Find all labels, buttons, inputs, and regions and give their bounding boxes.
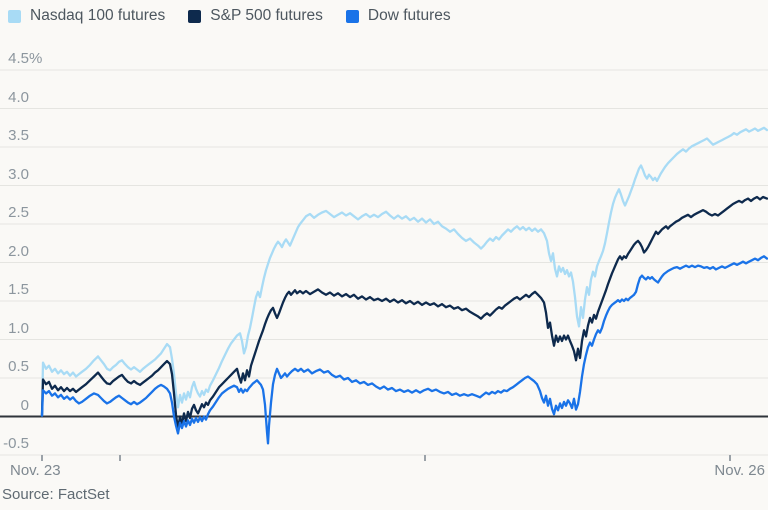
series-line-s-p-500-futures [40,195,768,430]
legend-item-0: Nasdaq 100 futures [8,7,165,25]
y-axis-tick-label: 2.5 [8,204,29,221]
y-axis-tick-label: 4.0 [8,88,29,106]
y-axis-tick-label: 3.5 [8,127,29,144]
y-axis-tick-label: 1.5 [8,281,29,298]
legend: Nasdaq 100 futures S&P 500 futures Dow fut… [8,7,451,25]
legend-swatch-icon [188,9,202,23]
x-axis-label-end: Nov. 26 [714,462,765,479]
series-line-dow-futures [40,255,768,445]
legend-label: Dow futures [367,7,451,24]
y-axis-tick-label: 0 [20,396,29,414]
legend-label: Nasdaq 100 futures [30,7,166,24]
y-axis-tick-label: 1.0 [8,319,29,337]
x-axis-label-start: Nov. 23 [10,462,61,479]
y-axis-tick-label: 3.0 [8,165,29,183]
legend-item-2: Dow futures [345,7,451,25]
legend-swatch-icon [345,9,359,23]
y-axis-tick-label: 2.0 [8,242,29,260]
y-axis-tick-label: 0.5 [8,358,29,375]
legend-swatch-icon [8,9,21,23]
series-line-nasdaq-100-futures [40,126,768,417]
y-axis-tick-label: -0.5 [3,435,29,452]
y-axis-tick-label: 4.5% [8,50,43,67]
legend-label: S&P 500 futures [210,7,323,24]
source-attribution: Source: FactSet [2,486,110,503]
legend-item-1: S&P 500 futures [188,7,323,25]
